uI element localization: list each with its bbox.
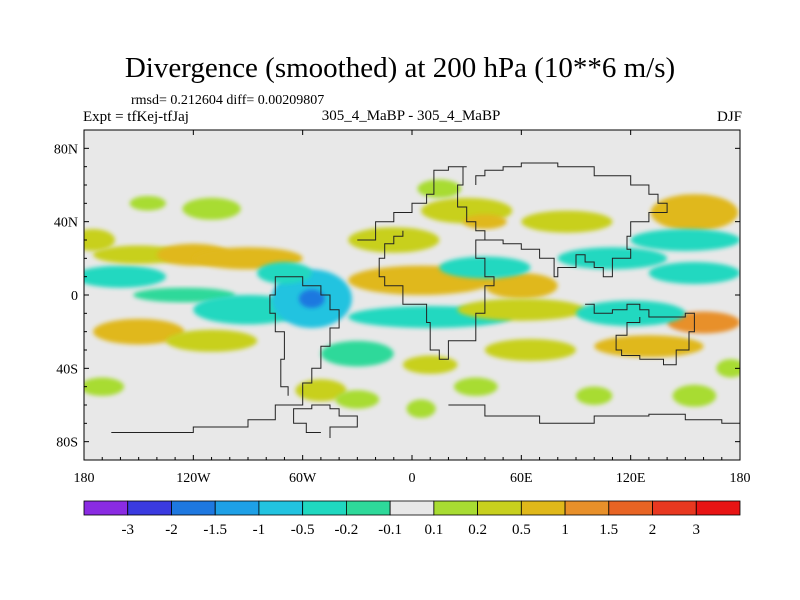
stats-line: rmsd= 0.212604 diff= 0.00209807	[131, 93, 325, 108]
colorbar: -3 -2 -1.5 -1 -0.5 -0.2 -0.1 0.1 0.2 0.5 1 1.5 2 3	[83, 500, 741, 538]
field-blob-10	[299, 289, 325, 308]
colorbar-label-11: 1.5	[599, 522, 618, 538]
field-blob-40	[672, 384, 717, 407]
colorbar-label-13: 3	[693, 522, 701, 538]
x-tick-label-5: 120E	[616, 471, 646, 486]
colorbar-label-10: 1	[561, 522, 569, 538]
colorbar-box-11	[564, 500, 610, 516]
divergence-field	[84, 179, 740, 418]
colorbar-box-0	[83, 500, 129, 516]
x-tick-label-1: 120W	[176, 471, 211, 486]
colorbar-label-2: -1.5	[203, 522, 227, 538]
colorbar-label-1: -2	[165, 522, 178, 538]
colorbar-label-6: -0.1	[378, 522, 402, 538]
field-blob-16	[295, 379, 347, 402]
x-tick-label-0: 180	[74, 471, 95, 486]
field-blob-41	[716, 359, 740, 378]
colorbar-box-5	[302, 500, 347, 516]
y-tick-label-4: 80S	[56, 436, 78, 451]
field-blob-31	[648, 262, 740, 284]
field-blob-1	[84, 265, 166, 288]
colorbar-box-4	[258, 500, 304, 516]
colorbar-box-2	[171, 500, 216, 516]
colorbar-box-10	[520, 500, 566, 516]
colorbar-label-3: -1	[253, 522, 266, 538]
field-blob-12	[320, 340, 394, 367]
y-axis: 80N 40N 0 40S 80S	[54, 142, 740, 451]
field-blob-20	[484, 273, 558, 299]
field-blob-29	[650, 194, 739, 231]
field-blob-0	[84, 229, 115, 251]
field-blob-30	[630, 229, 740, 251]
colorbar-box-14	[695, 500, 741, 516]
x-axis: 180 120W 60W 0 60E 120E 180	[74, 130, 751, 486]
colorbar-box-7	[389, 500, 435, 516]
field-blob-35	[484, 339, 576, 361]
colorbar-label-5: -0.2	[335, 522, 359, 538]
coastlines	[111, 162, 740, 438]
season-label: DJF	[716, 109, 742, 125]
colorbar-label-9: 0.5	[512, 522, 531, 538]
field-blob-34	[594, 335, 704, 358]
colorbar-box-6	[345, 500, 391, 516]
field-blob-37	[453, 377, 498, 396]
colorbar-box-8	[433, 500, 478, 516]
case-label: 305_4_MaBP - 305_4_MaBP	[321, 108, 501, 124]
coastline-1	[293, 404, 358, 438]
field-blob-27	[521, 210, 613, 233]
x-tick-label-3: 0	[409, 471, 416, 486]
field-blob-33	[576, 300, 686, 327]
field-blob-14	[129, 196, 166, 211]
x-tick-label-2: 60W	[289, 471, 317, 486]
field-blob-7	[166, 329, 258, 352]
y-tick-label-0: 80N	[54, 142, 78, 157]
field-blob-11	[257, 262, 312, 284]
colorbar-label-7: 0.1	[424, 522, 443, 538]
field-blob-26	[417, 179, 462, 198]
colorbar-box-13	[652, 500, 697, 516]
colorbar-label-8: 0.2	[468, 522, 487, 538]
y-tick-label-3: 40S	[56, 362, 78, 377]
experiment-label: Expt = tfKej-tfJaj	[83, 109, 189, 125]
y-tick-label-1: 40N	[54, 216, 78, 231]
colorbar-label-12: 2	[649, 522, 657, 538]
x-tick-label-6: 180	[730, 471, 751, 486]
coastline-2	[357, 166, 495, 360]
field-blob-5	[133, 287, 236, 303]
colorbar-box-12	[608, 500, 653, 516]
colorbar-label-0: -3	[121, 522, 134, 538]
field-blob-39	[576, 386, 613, 405]
field-blob-36	[402, 355, 458, 374]
colorbar-box-3	[214, 500, 260, 516]
chart-title: Divergence (smoothed) at 200 hPa (10**6 …	[124, 52, 676, 84]
colorbar-box-1	[127, 500, 172, 516]
coastline-0	[111, 276, 340, 433]
field-blob-23	[457, 298, 586, 321]
colorbar-box-9	[477, 500, 522, 516]
field-blob-25	[463, 214, 507, 229]
x-tick-label-4: 60E	[510, 471, 533, 486]
y-tick-label-2: 0	[71, 289, 78, 304]
field-blob-38	[406, 399, 436, 418]
field-blob-17	[335, 390, 380, 409]
field-blob-6	[93, 318, 185, 345]
coastline-5	[448, 404, 740, 427]
field-blob-13	[182, 197, 241, 220]
field-blob-15	[84, 377, 125, 396]
coastline-4	[585, 303, 695, 366]
coastline-3	[475, 162, 668, 278]
colorbar-label-4: -0.5	[291, 522, 315, 538]
